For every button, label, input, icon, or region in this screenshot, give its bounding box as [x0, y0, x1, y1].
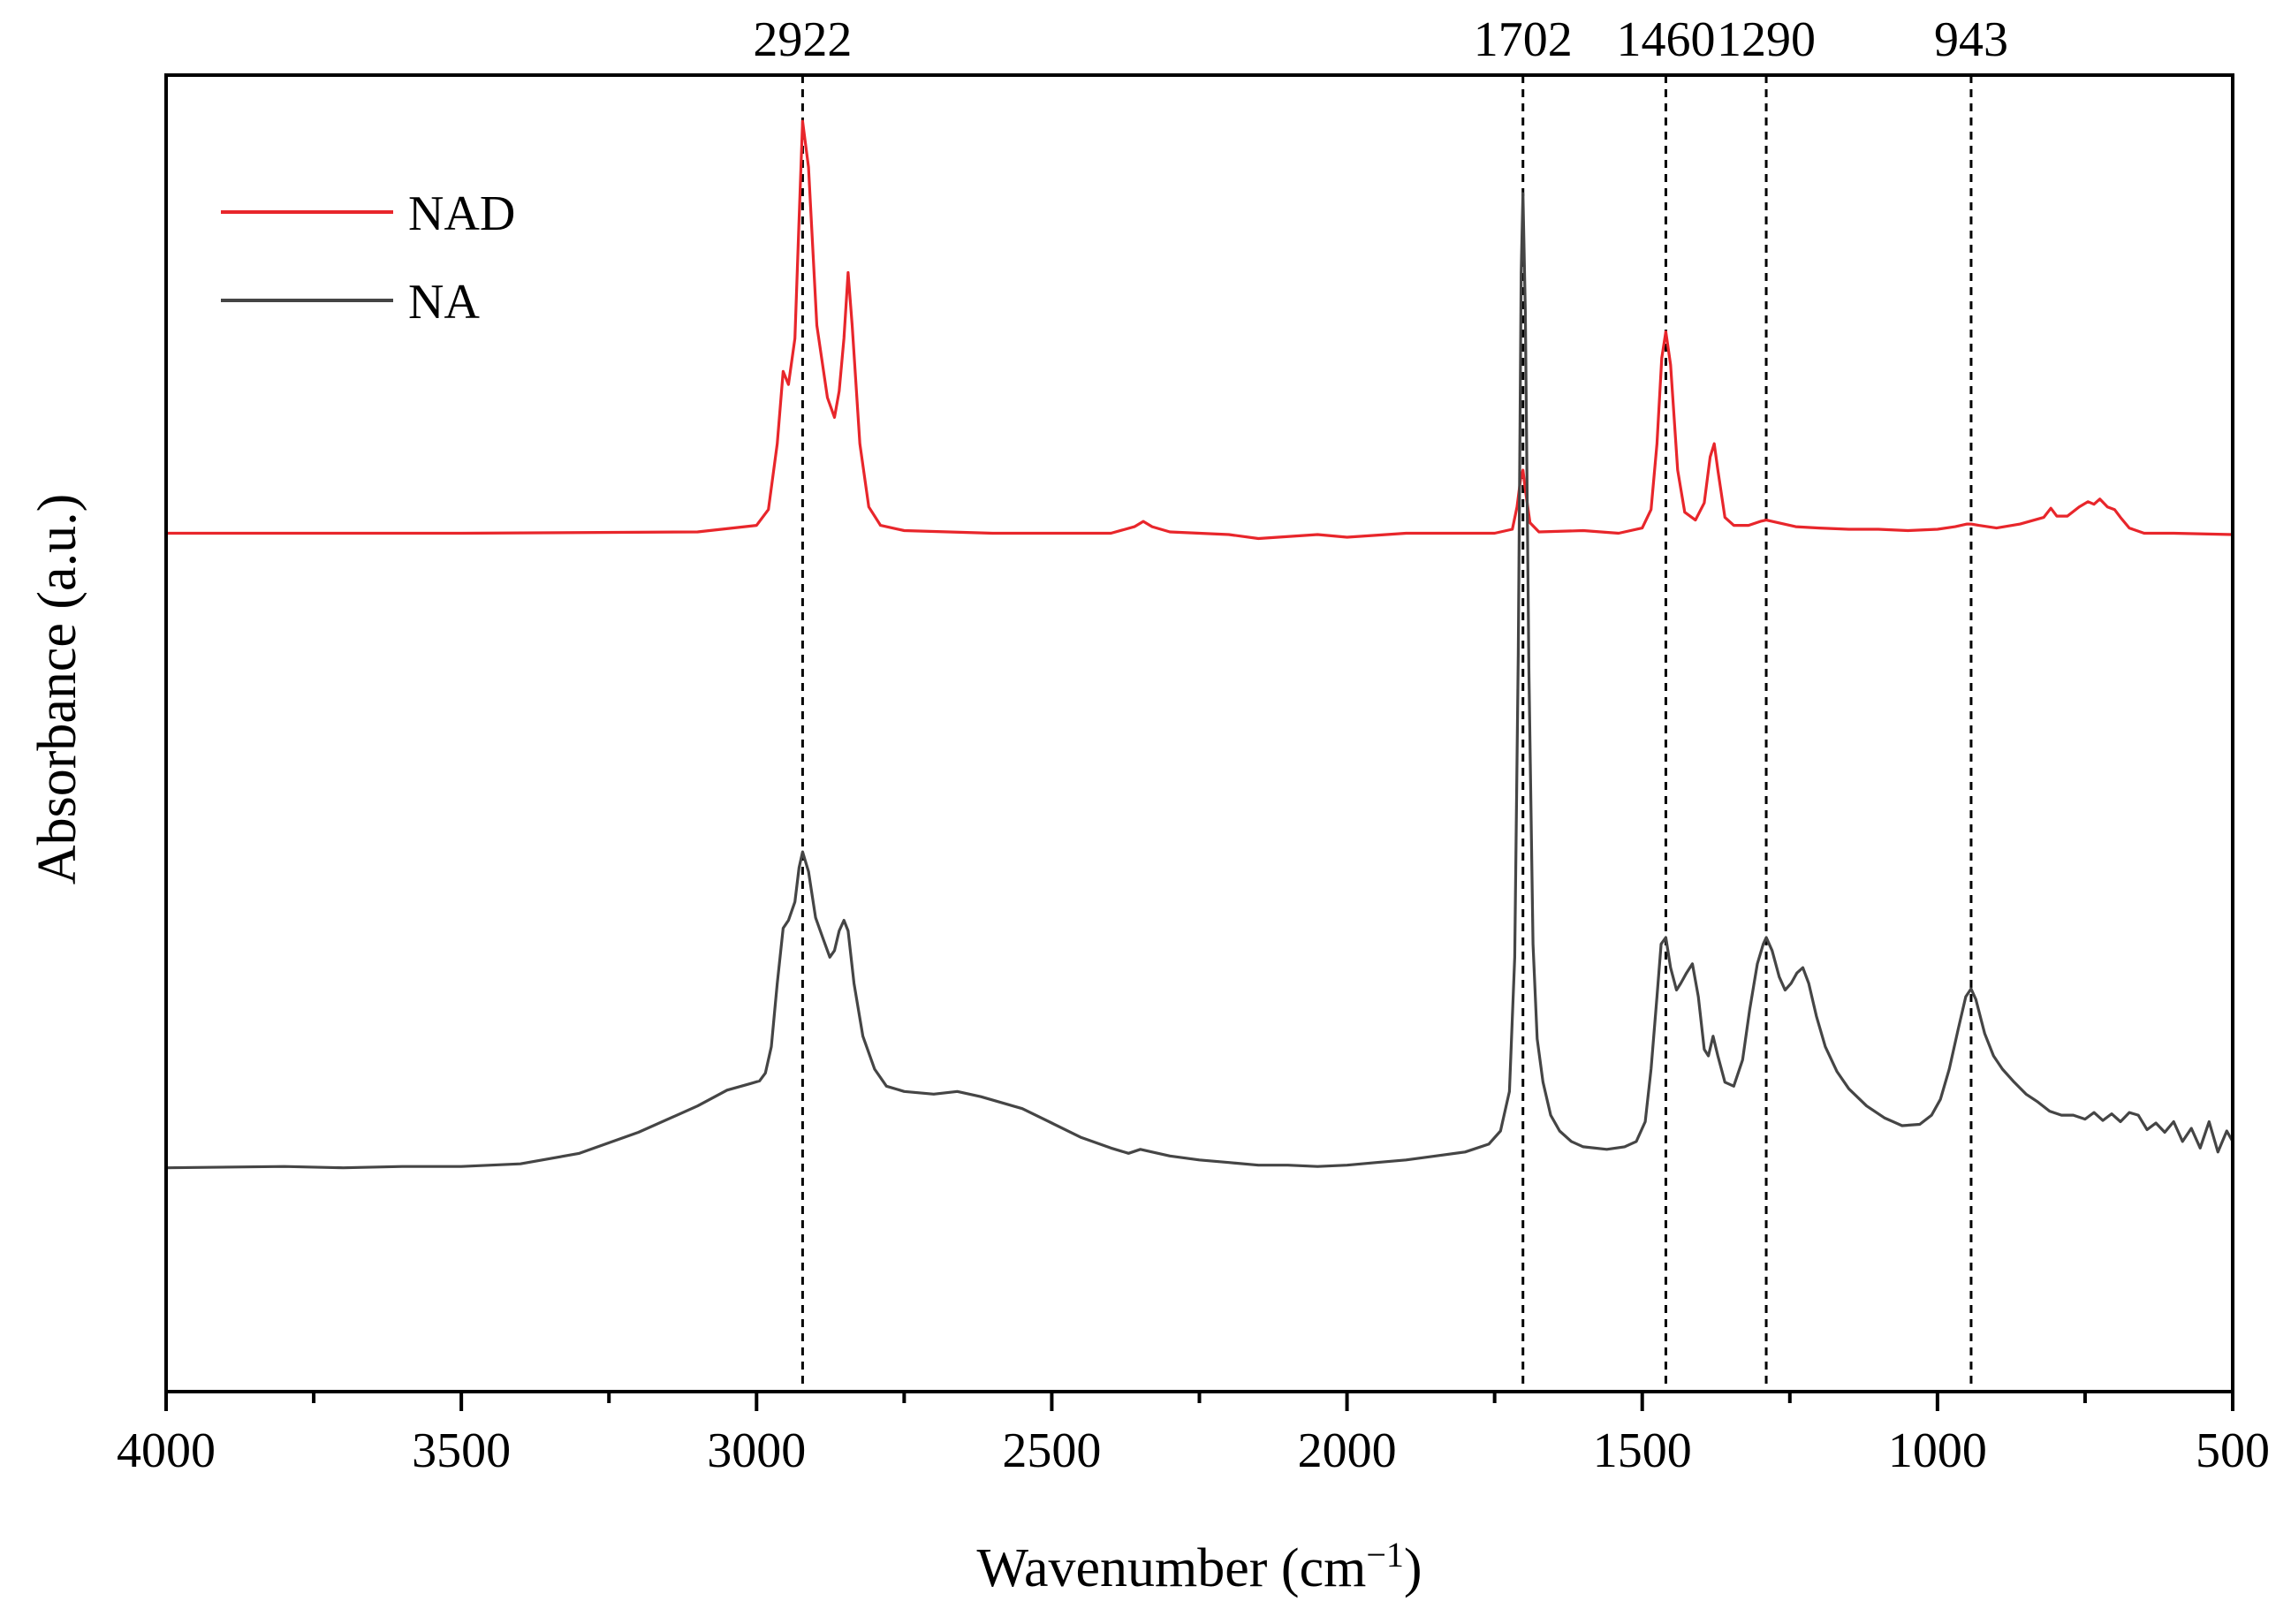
x-tick-label-4000: 4000: [117, 1423, 216, 1478]
x-axis-ticks: 4000 3500 3000 2500 2000 1500 1000 500: [117, 1392, 2270, 1478]
x-axis-title-suffix: ): [1404, 1538, 1422, 1598]
peak-label-1702: 1702: [1474, 12, 1573, 67]
x-tick-label-3500: 3500: [412, 1423, 511, 1478]
peak-label-943: 943: [1934, 12, 2008, 67]
x-tick-label-2500: 2500: [1002, 1423, 1101, 1478]
x-axis-title: Wavenumber (cm−1): [976, 1535, 1422, 1599]
reference-lines: [800, 75, 1973, 1392]
x-tick-label-3000: 3000: [707, 1423, 806, 1478]
peak-labels: 2922 1702 1460 1290 943: [753, 12, 2008, 67]
peak-label-1460: 1460: [1616, 12, 1715, 67]
x-tick-label-2000: 2000: [1298, 1423, 1397, 1478]
series-line-nad: [166, 119, 2234, 541]
peak-label-1290: 1290: [1717, 12, 1816, 67]
legend-label-nad: NAD: [408, 186, 515, 241]
x-axis-title-main: Wavenumber (cm: [976, 1538, 1366, 1598]
legend-label-na: NA: [408, 275, 480, 330]
x-axis-title-superscript: −1: [1366, 1535, 1404, 1575]
x-tick-label-1000: 1000: [1888, 1423, 1987, 1478]
spectra-series: [165, 119, 2234, 1170]
legend: NAD NA: [221, 186, 515, 330]
plot-frame: [164, 73, 2234, 1393]
peak-label-2922: 2922: [753, 12, 852, 67]
series-line-na: [165, 192, 2234, 1170]
x-tick-label-500: 500: [2196, 1423, 2270, 1478]
x-tick-label-1500: 1500: [1593, 1423, 1692, 1478]
y-axis-title: Absorbance (a.u.): [27, 494, 87, 884]
